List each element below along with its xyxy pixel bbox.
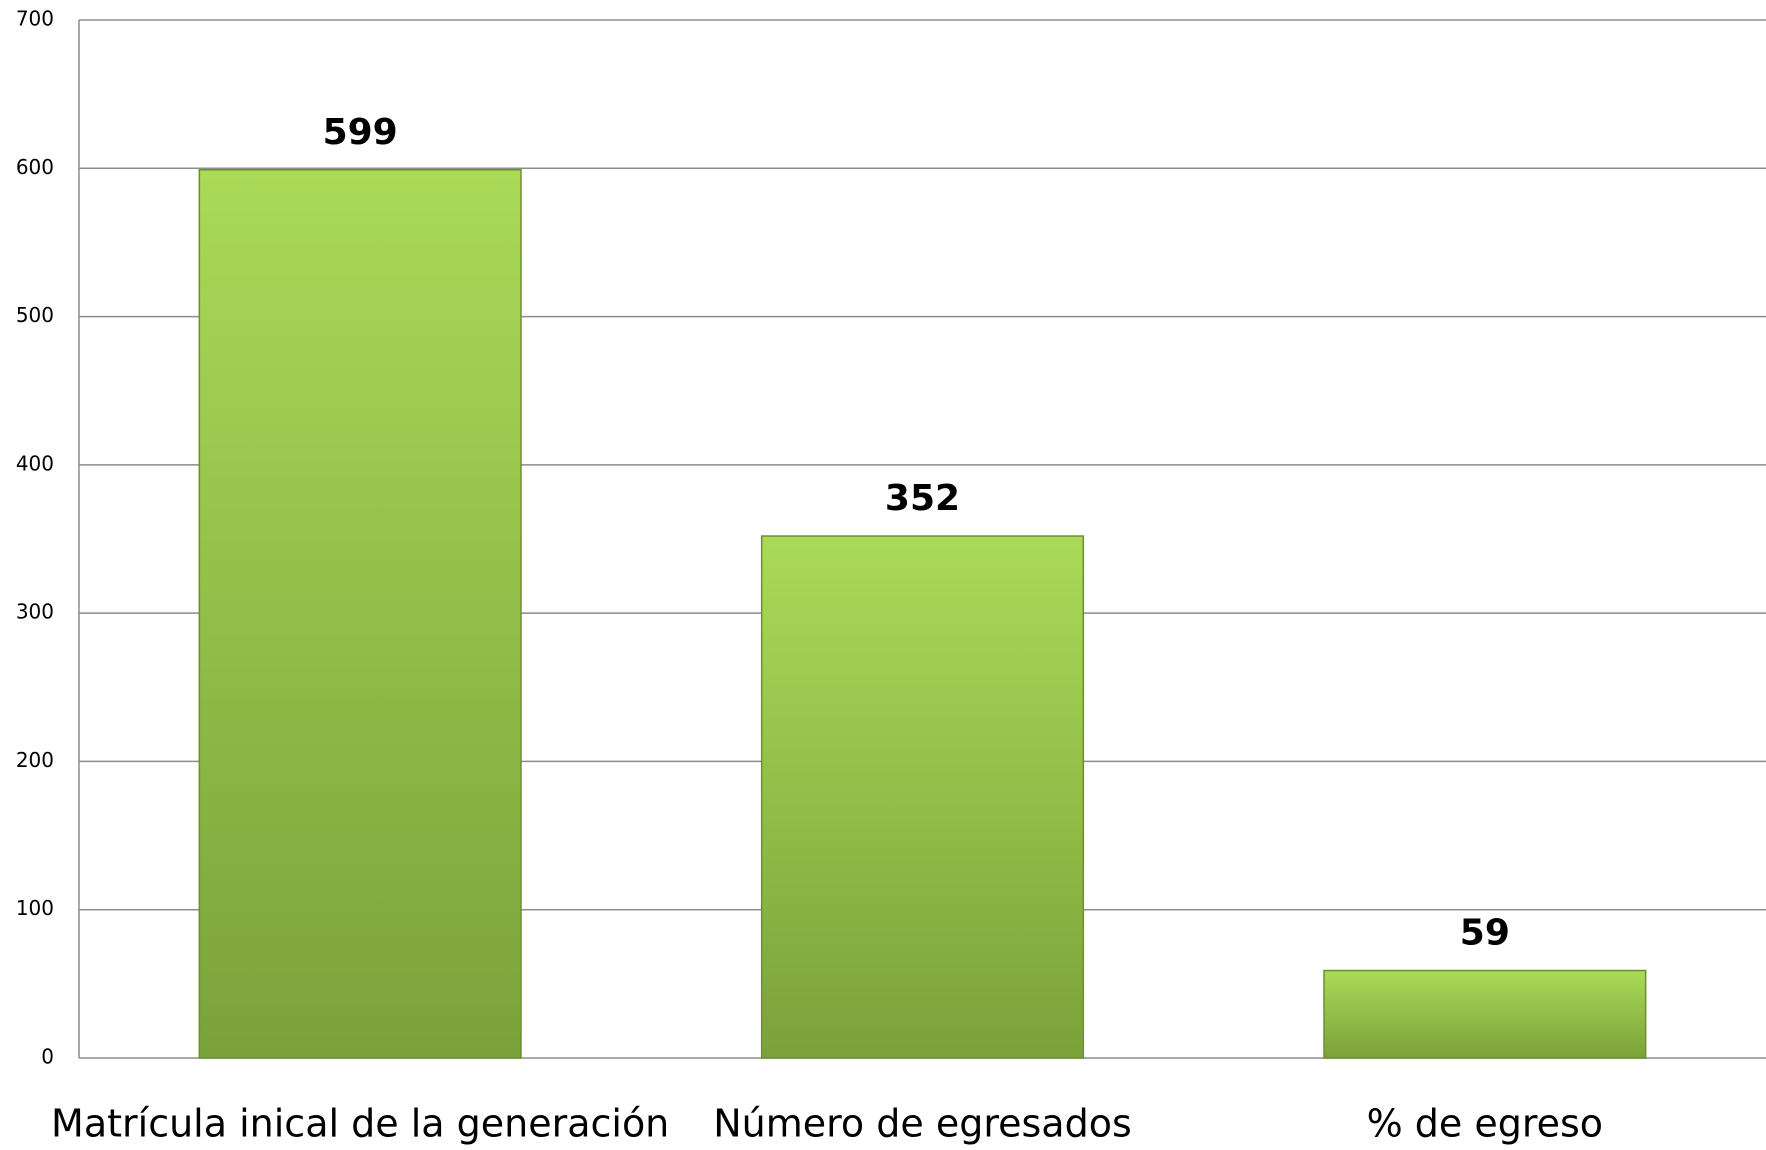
value-label: 352 — [885, 478, 960, 519]
x-tick-label: Número de egresados — [713, 1102, 1132, 1146]
bar — [760, 535, 1085, 1059]
y-tick-label: 700 — [16, 7, 54, 31]
y-tick-label: 300 — [16, 600, 54, 624]
y-tick-label: 100 — [16, 896, 54, 920]
y-tick-label: 400 — [16, 451, 54, 475]
y-tick-label: 600 — [16, 155, 54, 179]
value-label: 599 — [323, 112, 398, 153]
x-tick-label: Matrícula inical de la generación — [51, 1102, 669, 1146]
value-label: 59 — [1460, 913, 1510, 954]
y-tick-label: 500 — [16, 303, 54, 327]
x-tick-label: % de egreso — [1367, 1102, 1603, 1146]
y-tick-label: 0 — [41, 1045, 54, 1069]
bar — [1323, 969, 1647, 1059]
y-tick-label: 200 — [16, 748, 54, 772]
bar — [198, 169, 522, 1059]
